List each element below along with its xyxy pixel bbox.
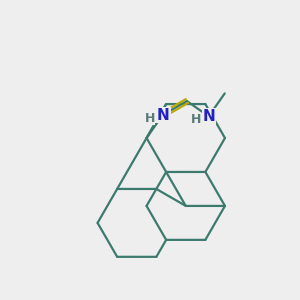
Text: H: H — [144, 112, 155, 124]
Text: S: S — [159, 108, 170, 123]
Text: N: N — [156, 108, 169, 123]
Text: H: H — [190, 113, 201, 126]
Text: N: N — [202, 109, 215, 124]
